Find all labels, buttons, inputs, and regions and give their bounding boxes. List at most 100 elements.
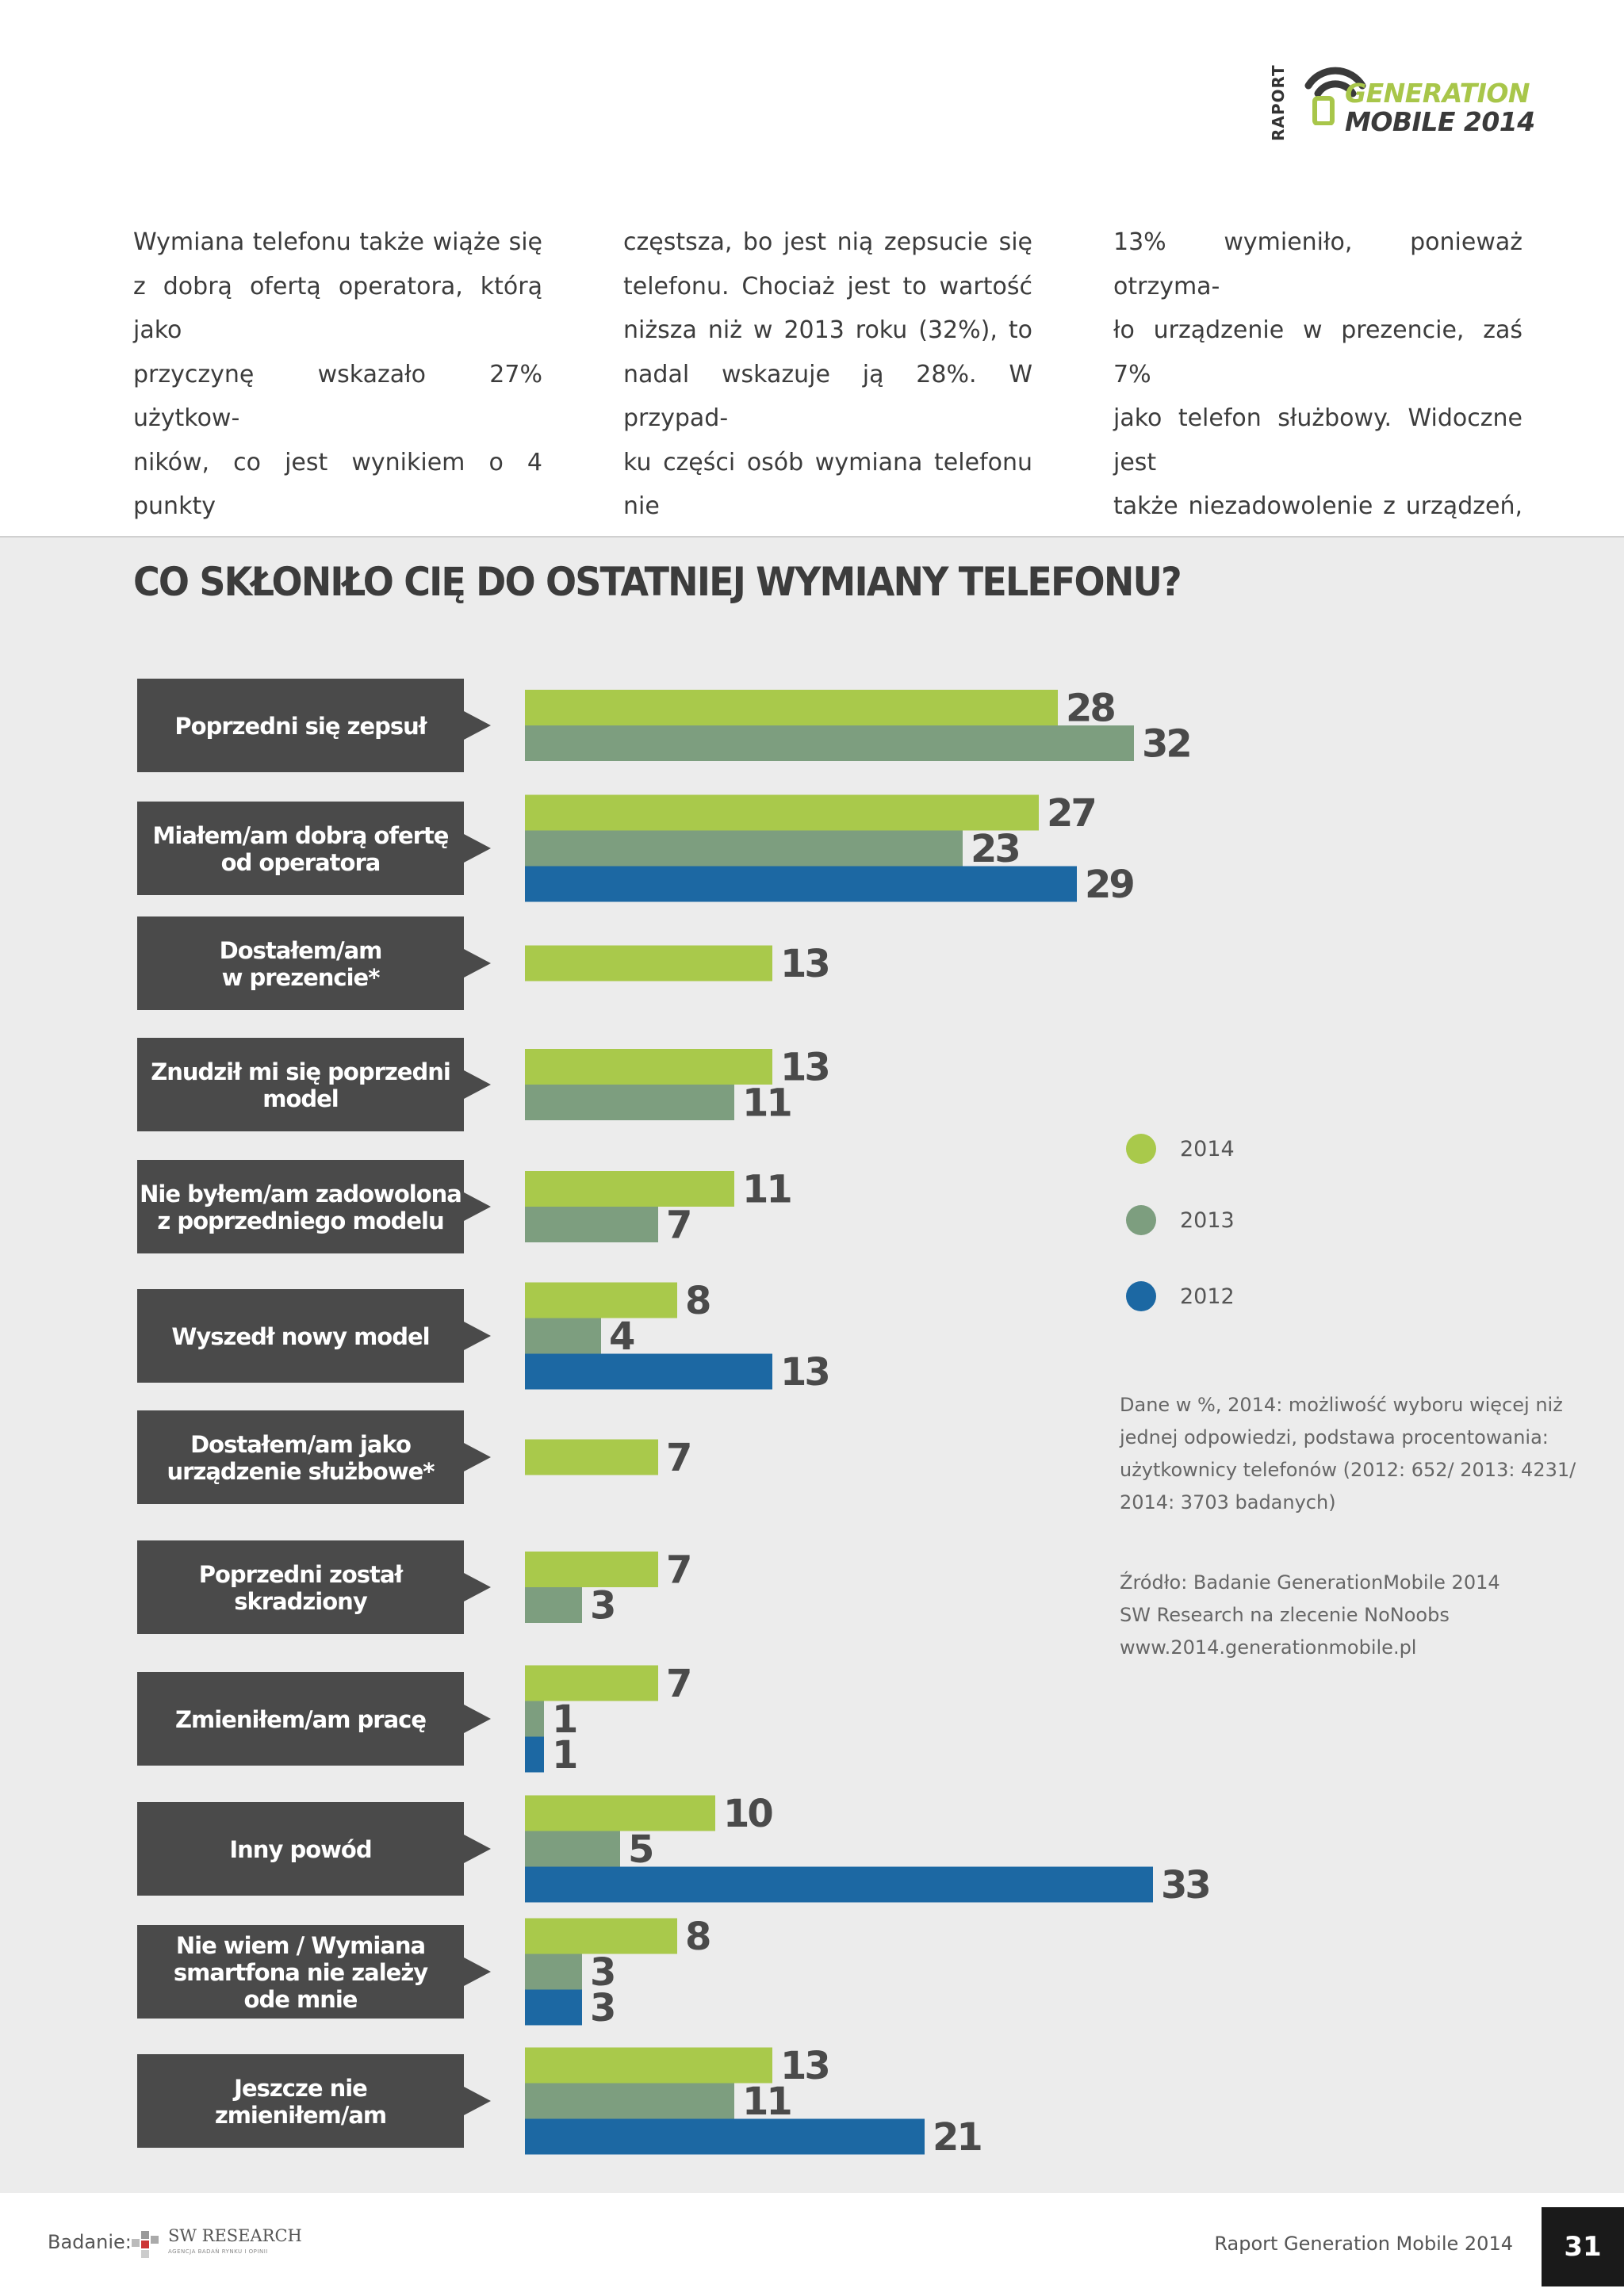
bar-2012: [525, 1353, 772, 1390]
legend-label-2013: 2013: [1180, 1207, 1235, 1233]
bar-value-label: 7: [666, 1436, 690, 1480]
category-label-text: zmieniłem/am: [215, 2102, 386, 2129]
bar-value-label: 3: [590, 1584, 614, 1628]
sw-research-logo: SW RESEARCH AGENCJA BADAŃ RYNKU I OPINII: [127, 2221, 302, 2266]
sw-research-logo-subtext: AGENCJA BADAŃ RYNKU I OPINII: [168, 2248, 268, 2255]
category-label-box: [137, 1802, 491, 1896]
bar-value-label: 13: [780, 2044, 829, 2088]
bar-2014: [525, 1049, 772, 1085]
intro-line: przyczynę wskazało 27% użytkow-: [133, 360, 542, 433]
bar-value-label: 11: [742, 1081, 791, 1126]
bar-2013: [525, 2083, 734, 2119]
bar-2012: [525, 1866, 1153, 1903]
logo-mobile-text: MOBILE 2014: [1345, 106, 1535, 137]
category-label-box: [137, 1672, 491, 1766]
bar-2014: [525, 1171, 734, 1207]
bar-2013: [525, 725, 1134, 761]
source-note: Źródło: Badanie GenerationMobile 2014 SW…: [1120, 1567, 1588, 1664]
bar-2012: [525, 2118, 925, 2155]
bar-2014: [525, 1552, 658, 1587]
bar-2012: [525, 866, 1077, 902]
legend-label-2014: 2014: [1180, 1136, 1235, 1161]
bar-2013: [525, 830, 963, 867]
data-note: Dane w %, 2014: możliwość wyboru więcej …: [1120, 1389, 1588, 1519]
bar-2014: [525, 945, 772, 982]
category-label-text: z poprzedniego modelu: [157, 1207, 443, 1234]
footer-badanie-label: Badanie:: [48, 2231, 132, 2253]
bar-2014: [525, 794, 1039, 831]
category-label: Wyszedł nowy model: [137, 1289, 491, 1383]
intro-line: 13% wymieniło, ponieważ otrzyma-: [1113, 228, 1522, 300]
legend-item-2014: 2014: [1126, 1134, 1235, 1164]
bar-2013: [525, 1954, 582, 1990]
bar-value-label: 23: [971, 827, 1019, 871]
bar-value-label: 13: [780, 942, 829, 986]
category-label-text: Poprzedni został: [199, 1561, 404, 1588]
footer-report-title: Raport Generation Mobile 2014: [1214, 2233, 1513, 2255]
bar-2012: [525, 1736, 544, 1773]
page-number: 31: [1542, 2207, 1624, 2286]
data-note-line: Dane w %, 2014: możliwość wyboru więcej …: [1120, 1394, 1563, 1416]
page-footer: Badanie: SW RESEARCH AGENCJA BADAŃ RYNKU…: [0, 2193, 1624, 2296]
bar-2013: [525, 1085, 734, 1120]
category-label-box: [137, 1038, 491, 1131]
intro-line: ku części osób wymiana telefonu nie: [623, 448, 1032, 521]
bar-value-label: 3: [590, 1986, 614, 2030]
bar-value-label: 11: [742, 1168, 791, 1212]
bar-2013: [525, 1207, 658, 1242]
intro-line: z dobrą ofertą operatora, którą jako: [133, 272, 542, 345]
category-label-text: Znudził mi się poprzedni: [151, 1058, 450, 1085]
source-note-line: www.2014.generationmobile.pl: [1120, 1636, 1417, 1659]
bar-value-label: 21: [933, 2115, 981, 2160]
category-label-box: [137, 802, 491, 895]
bar-value-label: 28: [1066, 687, 1114, 731]
page-header: RAPORT GENERATION MOBILE 2014: [0, 0, 1624, 198]
category-label-text: Jeszcze nie: [232, 2075, 367, 2102]
category-label-text: Zmieniłem/am pracę: [175, 1706, 426, 1733]
category-label-box: [137, 679, 491, 772]
bar-2014: [525, 1282, 677, 1318]
bar-value-label: 8: [685, 1279, 710, 1323]
bar-value-label: 4: [609, 1314, 634, 1359]
category-label-text: Nie byłem/am zadowolona: [140, 1181, 462, 1207]
category-label-text: Miałem/am dobrą ofertę: [153, 822, 449, 849]
category-label-text: smartfona nie zależy: [174, 1959, 428, 1986]
category-label-box: [137, 1160, 491, 1253]
bar-2014: [525, 1918, 677, 1954]
category-label-box: [137, 1410, 491, 1504]
source-note-line: Źródło: Badanie GenerationMobile 2014: [1120, 1571, 1500, 1594]
bar-value-label: 7: [666, 1662, 690, 1706]
generation-mobile-logo: RAPORT GENERATION MOBILE 2014: [1269, 55, 1538, 151]
category-label-text: Wyszedł nowy model: [171, 1323, 429, 1350]
bar-value-label: 3: [590, 1950, 614, 1995]
legend-item-2013: 2013: [1126, 1205, 1235, 1235]
bar-2014: [525, 1795, 715, 1831]
data-note-line: 2014: 3703 badanych): [1120, 1491, 1336, 1513]
category-label-text: Inny powód: [229, 1836, 371, 1863]
legend-dot-2014: [1126, 1134, 1156, 1164]
intro-line: telefonu. Chociaż jest to wartość: [623, 272, 1032, 300]
bar-value-label: 1: [552, 1733, 576, 1777]
logo-generation-text: GENERATION: [1345, 78, 1530, 109]
category-label-text: skradziony: [234, 1588, 368, 1615]
category-label-box: [137, 1540, 491, 1634]
bar-value-label: 7: [666, 1203, 690, 1248]
intro-line: nadal wskazuje ją 28%. W przypad-: [623, 360, 1032, 433]
category-label: Inny powód: [137, 1802, 491, 1896]
bar-value-label: 11: [742, 2080, 791, 2124]
bar-value-label: 13: [780, 1046, 829, 1090]
category-label-text: urządzenie służbowe*: [167, 1458, 435, 1485]
category-label-box: [137, 1289, 491, 1383]
legend-label-2012: 2012: [1180, 1284, 1235, 1309]
category-label-text: w prezencie*: [222, 964, 381, 991]
category-label-text: Dostałem/am: [220, 937, 382, 964]
category-label-text: od operatora: [221, 849, 381, 876]
category-label-text: model: [262, 1085, 339, 1112]
intro-line: jako telefon służbowy. Widoczne jest: [1113, 404, 1522, 476]
bar-value-label: 33: [1161, 1863, 1209, 1908]
